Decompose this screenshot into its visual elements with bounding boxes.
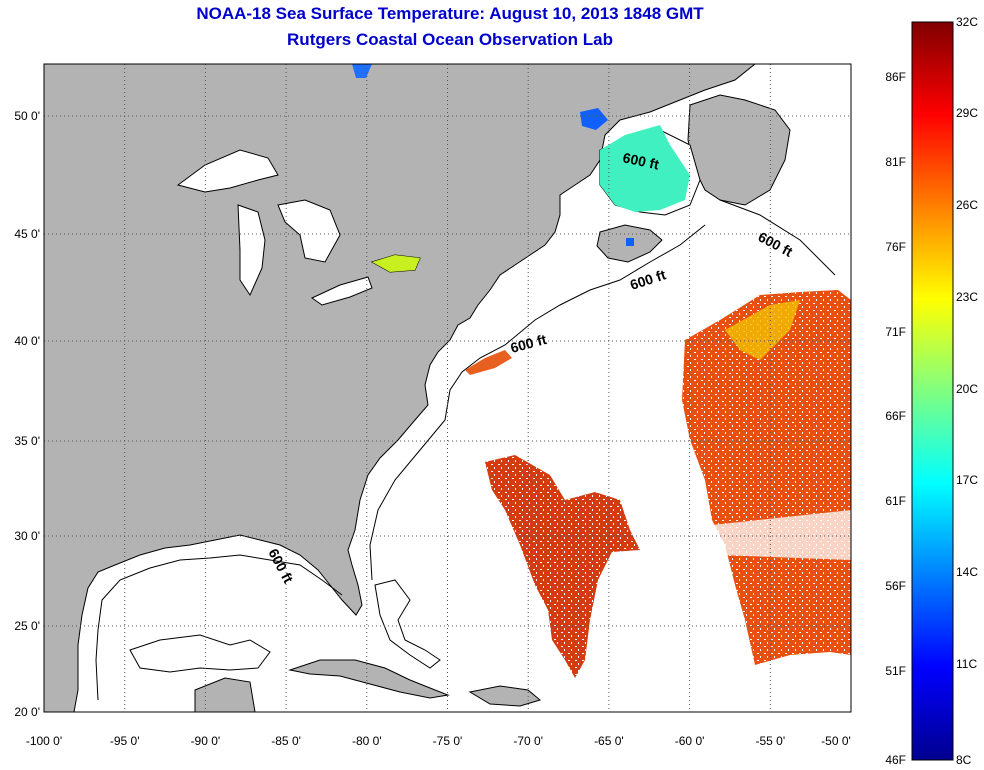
y-tick-label: 30 0' (14, 529, 40, 543)
colorbar-f-label: 46F (885, 753, 906, 767)
colorbar-fahrenheit-labels: 86F 81F 76F 71F 66F 61F 56F 51F 46F (885, 70, 906, 767)
isobath-600ft (95, 199, 836, 701)
sst-swath-east-cool (725, 300, 800, 360)
sst-patch-cape-breton (626, 238, 634, 246)
colorbar-c-label: 23C (956, 290, 978, 304)
map-frame (43, 63, 852, 713)
great-lake-michigan (237, 204, 266, 297)
land-hispaniola (468, 685, 542, 707)
colorbar-c-label: 17C (956, 473, 978, 487)
colorbar-c-label: 20C (956, 382, 978, 396)
colorbar-f-label: 61F (885, 494, 906, 508)
x-tick-label: -60 0' (675, 734, 705, 748)
map-title: NOAA-18 Sea Surface Temperature: August … (196, 4, 704, 23)
x-tick-label: -100 0' (26, 734, 62, 748)
sst-patch-gulf-st-lawrence (600, 125, 690, 212)
x-tick-label: -80 0' (352, 734, 382, 748)
sst-patch-mid-atlantic (465, 350, 512, 375)
x-axis: -100 0' -95 0' -90 0' -85 0' -80 0' -75 … (26, 734, 851, 748)
land-yucatan (194, 677, 256, 712)
land-north-america (44, 64, 756, 712)
x-tick-label: -50 0' (821, 734, 851, 748)
x-tick-label: -70 0' (513, 734, 543, 748)
x-tick-label: -85 0' (271, 734, 301, 748)
y-tick-label: 40 0' (14, 334, 40, 348)
x-tick-label: -65 0' (594, 734, 624, 748)
colorbar-c-label: 8C (956, 753, 972, 767)
isobath-gulf-inner (129, 634, 271, 673)
temperature-colorbar (911, 21, 954, 761)
colorbar-f-label: 66F (885, 409, 906, 423)
colorbar-f-label: 51F (885, 664, 906, 678)
sst-swath-east-speckle (682, 290, 851, 665)
x-tick-label: -95 0' (110, 734, 140, 748)
colorbar-c-label: 26C (956, 198, 978, 212)
sst-patch-gulf-st-lawrence-cold (580, 108, 608, 130)
sst-patch-north (352, 64, 372, 78)
colorbar-f-label: 56F (885, 579, 906, 593)
map-subtitle: Rutgers Coastal Ocean Observation Lab (287, 30, 613, 49)
colorbar-celsius-labels: 32C 29C 26C 23C 20C 17C 14C 11C 8C (956, 15, 978, 767)
colorbar-c-label: 11C (956, 657, 977, 671)
y-tick-label: 25 0' (14, 619, 40, 633)
y-tick-label: 50 0' (14, 109, 40, 123)
great-lake-erie (311, 276, 373, 306)
bahamas-outline (374, 579, 441, 669)
y-tick-label: 35 0' (14, 434, 40, 448)
y-axis: 50 0' 45 0' 40 0' 35 0' 30 0' 25 0' 20 0… (14, 109, 40, 719)
x-tick-label: -90 0' (191, 734, 221, 748)
colorbar-c-label: 14C (956, 565, 978, 579)
land-cuba (288, 659, 450, 699)
sst-swath-central-speckle (485, 455, 640, 678)
great-lake-superior (176, 149, 279, 193)
y-tick-label: 45 0' (14, 227, 40, 241)
colorbar-f-label: 71F (885, 325, 906, 339)
great-lake-huron (277, 199, 341, 263)
graticule (44, 64, 851, 712)
colorbar-c-label: 29C (956, 106, 978, 120)
x-tick-label: -55 0' (755, 734, 785, 748)
isobath-label: 600 ft (621, 149, 660, 172)
colorbar-f-label: 81F (885, 155, 906, 169)
sst-patch-lake-ontario (372, 255, 420, 272)
colorbar-c-label: 32C (956, 15, 978, 29)
x-tick-label: -75 0' (433, 734, 463, 748)
colorbar-f-label: 76F (885, 240, 906, 254)
sst-swath-east-band (712, 510, 851, 560)
y-tick-label: 20 0' (14, 705, 40, 719)
colorbar-f-label: 86F (885, 70, 906, 84)
